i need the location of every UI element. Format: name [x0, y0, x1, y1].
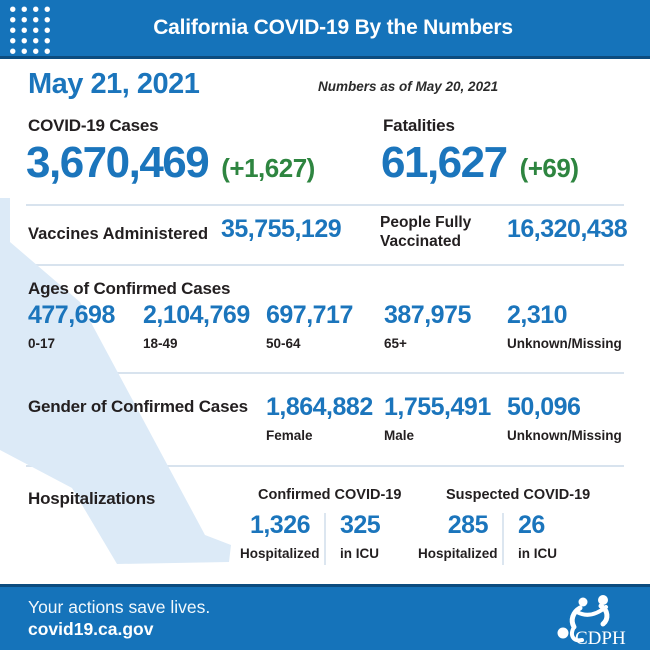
age-group-label: 50-64	[266, 336, 301, 351]
suspected-hospitalizations-group: 285 Hospitalized 26 in ICU	[418, 513, 557, 565]
gender-value: 50,096	[507, 393, 581, 421]
gender-label: Male	[384, 428, 415, 443]
report-date: May 21, 2021	[28, 68, 200, 100]
cases-label: COVID-19 Cases	[28, 116, 159, 135]
suspected-icu-label: in ICU	[518, 546, 557, 561]
gender-label: Unknown/Missing	[507, 428, 622, 443]
footer-tagline: Your actions save lives.	[28, 597, 211, 617]
age-group-value: 2,310	[507, 301, 568, 329]
gender-value: 1,755,491	[384, 393, 491, 421]
age-group-cell: 387,975 65+	[384, 301, 471, 352]
cases-value: 3,670,469	[26, 138, 210, 187]
as-of-note: Numbers as of May 20, 2021	[318, 79, 499, 94]
suspected-icu-value: 26	[518, 511, 545, 539]
vaccines-administered-value: 35,755,129	[221, 215, 342, 243]
gender-section-label: Gender of Confirmed Cases	[28, 397, 248, 416]
age-group-cell: 697,717 50-64	[266, 301, 353, 352]
cdph-logo-text: CDPH	[575, 628, 626, 647]
age-group-cell: 2,310 Unknown/Missing	[507, 301, 622, 352]
page-title: California COVID-19 By the Numbers	[153, 16, 513, 39]
footer-bar: Your actions save lives. covid19.ca.gov …	[0, 584, 650, 650]
confirmed-icu-value: 325	[340, 511, 381, 539]
age-group-label: Unknown/Missing	[507, 336, 622, 351]
gender-value: 1,864,882	[266, 393, 373, 421]
section-divider	[26, 204, 624, 206]
dot-grid-decoration	[7, 4, 54, 54]
suspected-hospitalized-cell: 285 Hospitalized	[418, 511, 502, 562]
age-group-value: 697,717	[266, 301, 353, 329]
section-divider	[26, 372, 624, 374]
fully-vaccinated-label: People Fully Vaccinated	[380, 214, 472, 250]
confirmed-hospitalized-cell: 1,326 Hospitalized	[240, 511, 324, 562]
age-group-cell: 2,104,769 18-49	[143, 301, 250, 352]
age-group-label: 65+	[384, 336, 407, 351]
gender-cell: 1,864,882 Female	[266, 393, 373, 444]
header-bar: California COVID-19 By the Numbers	[0, 0, 650, 59]
vaccines-administered-label: Vaccines Administered	[28, 225, 209, 243]
fatalities-stat: 61,627 (+69)	[381, 141, 579, 185]
footer-url: covid19.ca.gov	[28, 619, 154, 639]
suspected-covid-header: Suspected COVID-19	[446, 487, 591, 503]
age-group-cell: 477,698 0-17	[28, 301, 115, 352]
gender-cell: 1,755,491 Male	[384, 393, 491, 444]
hospitalizations-section-label: Hospitalizations	[28, 489, 156, 508]
gender-cell: 50,096 Unknown/Missing	[507, 393, 622, 444]
fatalities-delta: (+69)	[519, 153, 579, 183]
gender-label: Female	[266, 428, 313, 443]
suspected-icu-cell: 26 in ICU	[502, 513, 557, 565]
age-group-value: 477,698	[28, 301, 115, 329]
confirmed-icu-cell: 325 in ICU	[324, 511, 381, 565]
cdph-logo-icon: CDPH	[557, 595, 626, 647]
ages-section-label: Ages of Confirmed Cases	[28, 279, 231, 298]
fully-vaccinated-value: 16,320,438	[507, 215, 628, 243]
confirmed-icu-label: in ICU	[340, 546, 379, 561]
cases-delta: (+1,627)	[221, 153, 315, 183]
suspected-hospitalized-value: 285	[447, 511, 489, 539]
confirmed-hospitalizations-group: 1,326 Hospitalized 325 in ICU	[240, 511, 381, 565]
section-divider	[26, 465, 624, 467]
confirmed-hospitalized-label: Hospitalized	[240, 546, 320, 561]
age-group-label: 18-49	[143, 336, 178, 351]
section-divider	[26, 264, 624, 266]
fatalities-label: Fatalities	[383, 116, 455, 135]
age-group-value: 387,975	[384, 301, 471, 329]
confirmed-covid-header: Confirmed COVID-19	[258, 487, 402, 503]
cases-stat: 3,670,469 (+1,627)	[26, 141, 315, 185]
age-group-value: 2,104,769	[143, 301, 250, 329]
confirmed-hospitalized-value: 1,326	[249, 511, 311, 539]
fatalities-value: 61,627	[381, 138, 508, 187]
age-group-label: 0-17	[28, 336, 56, 351]
suspected-hospitalized-label: Hospitalized	[418, 546, 498, 561]
